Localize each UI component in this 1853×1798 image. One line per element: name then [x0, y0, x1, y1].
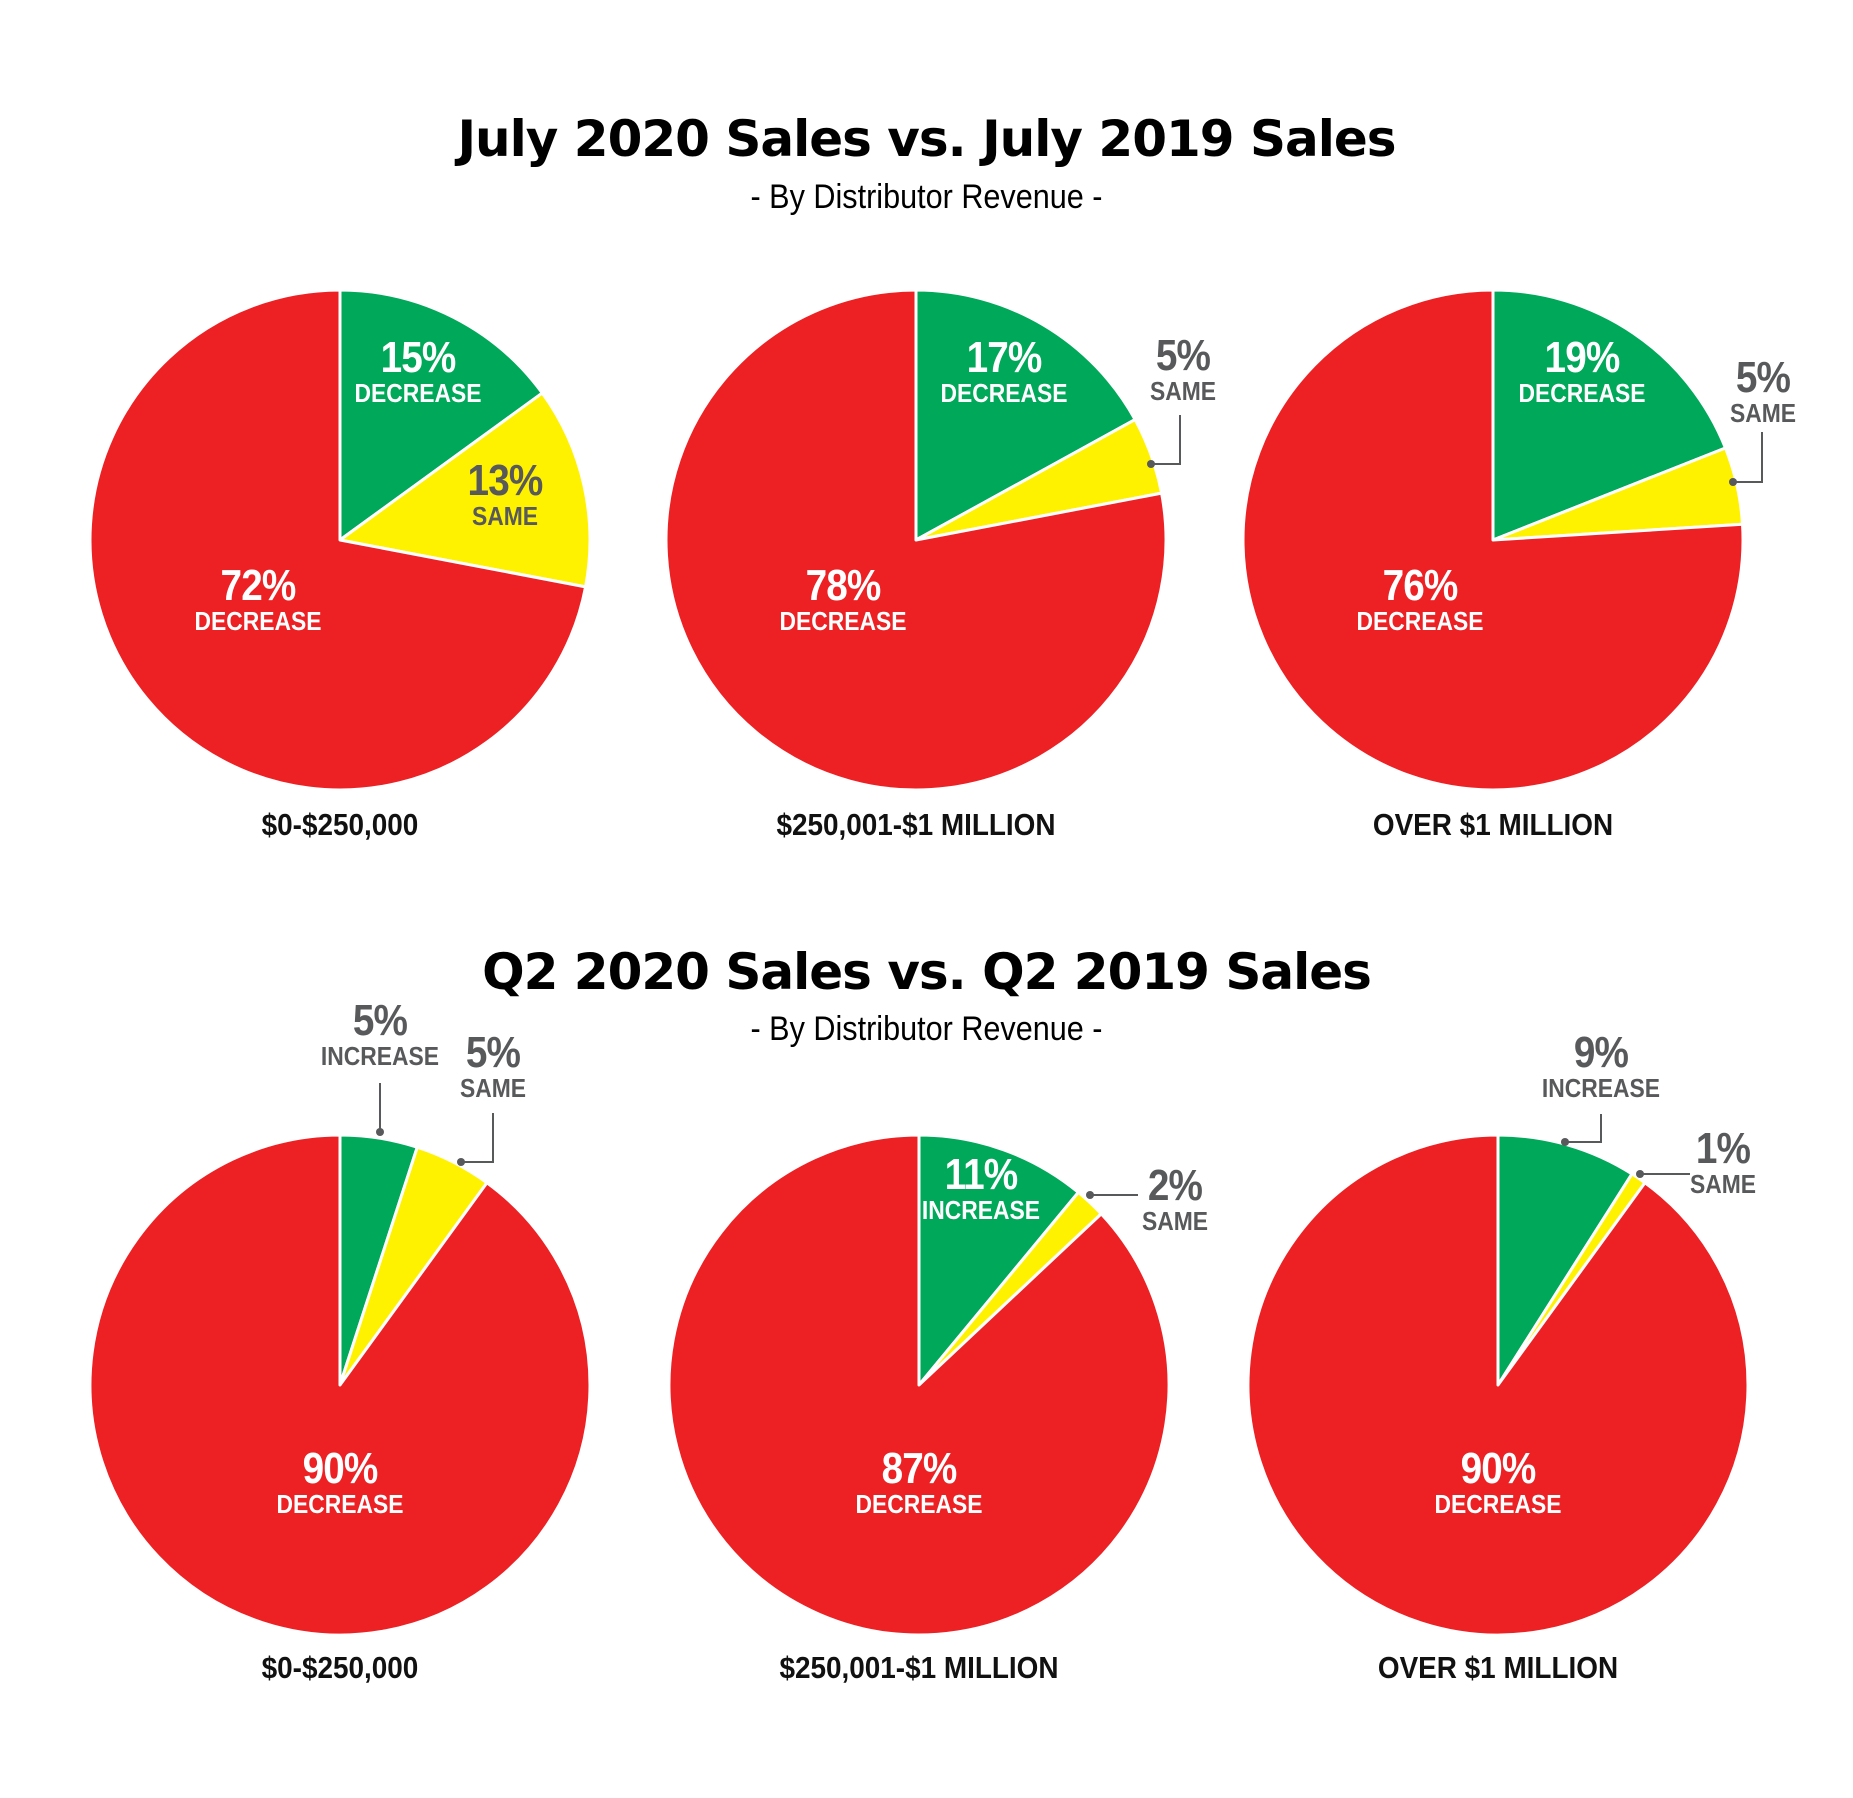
- slice-green-callout-label: INCREASE: [321, 1043, 439, 1072]
- pie-chart-4: $0-$250,000: [88, 1083, 592, 1686]
- pie-chart-1: $0-$250,000: [88, 288, 592, 843]
- slice-red-label: DECREASE: [855, 1491, 982, 1520]
- slice-yellow-callout-pct: 5%: [1736, 352, 1790, 402]
- pie-slice-decrease-red: [88, 1133, 592, 1637]
- pie-chart-2: $250,001-$1 MILLION: [664, 288, 1181, 843]
- slice-green-callout-label: INCREASE: [1542, 1075, 1660, 1104]
- slice-yellow-callout-label: SAME: [1730, 400, 1796, 429]
- pie-slice-decrease-green: [338, 288, 544, 542]
- callout-dot: [457, 1158, 465, 1166]
- pie-chart-6: OVER $1 MILLION: [1246, 1114, 1750, 1686]
- slice-yellow-callout-pct: 2%: [1148, 1160, 1202, 1210]
- pie-slice-increase-green: [1496, 1133, 1634, 1387]
- slice-green-label: DECREASE: [940, 380, 1067, 409]
- callout-leader-line: [1733, 432, 1763, 483]
- pie-slice-decrease-green: [914, 288, 1137, 542]
- pie-slice-decrease-red: [1241, 288, 1745, 792]
- slice-yellow-callout-label: SAME: [1150, 378, 1216, 407]
- slice-red-pct: 87%: [882, 1443, 957, 1493]
- pie-slice-decrease-red: [88, 288, 588, 792]
- slice-yellow-callout-pct: 5%: [1156, 330, 1210, 380]
- callout-dot: [1086, 1191, 1094, 1199]
- callout-dot: [1729, 478, 1737, 486]
- slice-yellow-callout-pct: 1%: [1696, 1123, 1750, 1173]
- chart-caption: $0-$250,000: [262, 1651, 419, 1686]
- pie-chart-5: $250,001-$1 MILLION: [667, 1133, 1171, 1686]
- slice-yellow-callout-label: SAME: [460, 1075, 526, 1104]
- callout-dot: [1147, 460, 1155, 468]
- callout-leader-line: [461, 1113, 494, 1163]
- callout-dot: [1636, 1170, 1644, 1178]
- slice-red-pct: 90%: [1461, 1443, 1536, 1493]
- slice-red-label: DECREASE: [276, 1491, 403, 1520]
- slice-green-callout-pct: 5%: [353, 995, 407, 1045]
- slice-yellow-label: SAME: [472, 503, 538, 532]
- pie-chart-3: OVER $1 MILLION: [1241, 288, 1763, 843]
- chart-caption: $250,001-$1 MILLION: [779, 1651, 1058, 1686]
- slice-red-label: DECREASE: [779, 608, 906, 637]
- pie-slice-increase-green: [917, 1133, 1080, 1387]
- slice-green-pct: 17%: [967, 332, 1042, 382]
- callout-leader-line: [1151, 415, 1181, 465]
- pie-slice-same-yellow: [338, 391, 592, 589]
- july-section-title: July 2020 Sales vs. July 2019 Sales: [457, 110, 1396, 168]
- pie-slice-decrease-red: [664, 288, 1168, 792]
- slice-green-pct: 15%: [381, 332, 456, 382]
- q2-section-title: Q2 2020 Sales vs. Q2 2019 Sales: [482, 943, 1372, 1001]
- july-section-subtitle: - By Distributor Revenue -: [750, 178, 1103, 216]
- slice-red-pct: 72%: [221, 560, 296, 610]
- slice-yellow-callout-label: SAME: [1142, 1208, 1208, 1237]
- slice-red-label: DECREASE: [1434, 1491, 1561, 1520]
- slice-green-pct: 19%: [1545, 332, 1620, 382]
- q2-section-subtitle: - By Distributor Revenue -: [750, 1010, 1103, 1048]
- slice-red-pct: 90%: [303, 1443, 378, 1493]
- chart-caption: $250,001-$1 MILLION: [776, 808, 1055, 843]
- slice-red-pct: 78%: [806, 560, 881, 610]
- slice-green-pct: 11%: [945, 1149, 1018, 1199]
- chart-caption: $0-$250,000: [262, 808, 419, 843]
- pie-slice-decrease-red: [667, 1133, 1171, 1637]
- callout-leader-line: [1565, 1114, 1602, 1143]
- pie-slice-decrease-red: [1246, 1133, 1750, 1637]
- slice-yellow-pct: 13%: [468, 455, 543, 505]
- chart-caption: OVER $1 MILLION: [1378, 1651, 1618, 1686]
- chart-caption: OVER $1 MILLION: [1373, 808, 1613, 843]
- pie-slice-decrease-green: [1491, 288, 1727, 542]
- slice-green-callout-pct: 9%: [1574, 1027, 1628, 1077]
- slice-green-label: DECREASE: [354, 380, 481, 409]
- slice-green-label: DECREASE: [1518, 380, 1645, 409]
- callout-dot: [376, 1128, 384, 1136]
- slice-red-label: DECREASE: [194, 608, 321, 637]
- slice-yellow-callout-pct: 5%: [466, 1027, 520, 1077]
- slice-red-pct: 76%: [1383, 560, 1458, 610]
- slice-yellow-callout-label: SAME: [1690, 1171, 1756, 1200]
- slice-red-label: DECREASE: [1356, 608, 1483, 637]
- slice-green-label: INCREASE: [922, 1197, 1040, 1226]
- callout-dot: [1561, 1138, 1569, 1146]
